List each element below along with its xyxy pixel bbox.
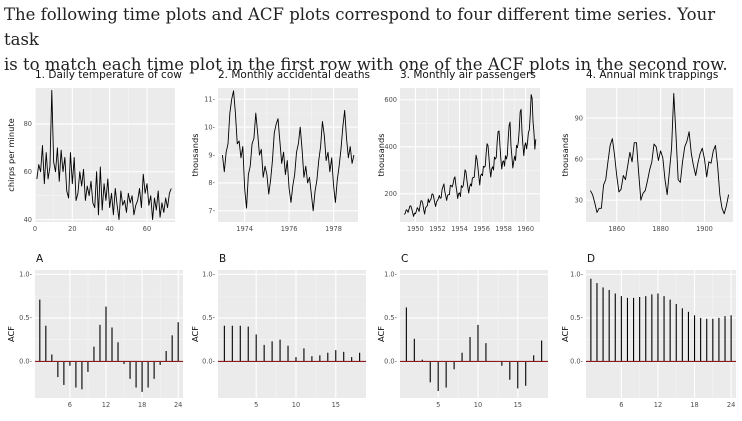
panel-background [35,88,175,222]
x-tick-label: 1900 [696,225,713,233]
x-tick-label: 20 [68,225,76,233]
y-tick-label: 60 [575,155,583,163]
y-tick-label: 0.0- [384,358,397,366]
x-tick-label: 0 [33,225,37,233]
x-tick-label: 24 [174,401,182,409]
x-tick-label: 10 [292,401,300,409]
x-tick-label: 6 [619,401,623,409]
series-line [36,89,172,221]
instructions-line-1: The following time plots and ACF plots c… [4,5,716,49]
y-tick-label: 0.5- [570,314,583,322]
acf-panel-label: A [36,253,44,265]
y-axis-label: thousands [376,133,386,176]
x-tick-label: 15 [332,401,340,409]
x-tick-label: 1954 [451,225,468,233]
series-line [589,93,730,215]
y-tick-label: 400 [384,143,397,151]
y-tick-label: 7- [208,207,215,215]
x-tick-label: 18 [690,401,698,409]
chart-panel-2: 2. Monthly accidental deaths thousands 7- 8… [190,69,370,233]
x-tick-label: 5 [254,401,258,409]
y-axis-label: ACF [560,326,570,342]
y-tick-label: 11- [204,95,215,103]
y-tick-label: 1.0- [570,271,583,279]
x-tick-label: 1860 [608,225,625,233]
chart-panel-3: 3. Monthly air passengers thousands 200 400… [376,69,540,233]
x-tick-label: 18 [138,401,146,409]
x-tick-label: 24 [727,401,735,409]
y-tick-label: 0.5- [19,314,32,322]
chart-panel-5: A ACF 0.0- 0.5- 1.0- 6 12 18 24 [6,253,183,409]
y-tick-label: 0.0- [570,358,583,366]
x-tick-label: 1978 [325,225,342,233]
series-line [221,90,355,212]
y-tick-label: 0.5- [202,314,215,322]
instructions-line-2: is to match each time plot in the first … [4,55,728,74]
y-tick-label: 60 [24,168,32,176]
y-axis-label: chirps per minute [6,118,16,191]
y-tick-label: 30 [575,196,583,204]
x-tick-label: 1976 [281,225,298,233]
acf-panel-label: C [401,253,408,265]
y-axis-label: ACF [190,326,200,342]
y-tick-label: 90 [575,114,583,122]
x-tick-label: 6 [68,401,72,409]
y-tick-label: 9- [208,151,215,159]
x-tick-label: 12 [102,401,110,409]
x-tick-label: 1952 [429,225,446,233]
y-tick-label: 1.0- [384,271,397,279]
x-tick-label: 1958 [495,225,512,233]
x-tick-label: 15 [514,401,522,409]
chart-title: 2. Monthly accidental deaths [218,69,370,81]
x-tick-label: 10 [474,401,482,409]
y-tick-label: 40 [24,216,32,224]
panel-background [400,88,540,222]
chart-panel-1: 1. Daily temperature of cow chirps per mi… [6,69,182,233]
y-tick-label: 0.0- [19,358,32,366]
x-tick-label: 60 [143,225,151,233]
x-tick-label: 1960 [517,225,534,233]
x-tick-label: 5 [436,401,440,409]
y-axis-label: thousands [560,133,570,176]
x-tick-label: 1956 [473,225,490,233]
acf-panel-label: D [587,253,595,265]
chart-title: 4. Annual mink trappings [586,69,718,81]
series-line [404,94,537,217]
y-tick-label: 10- [204,123,215,131]
chart-panel-4: 4. Annual mink trappings thousands 30 60 90 1… [560,69,733,233]
chart-title: 3. Monthly air passengers [400,69,536,81]
y-tick-label: 80 [24,120,32,128]
x-tick-label: 1950 [407,225,424,233]
x-tick-label: 40 [105,225,113,233]
y-axis-label: ACF [6,326,16,342]
y-tick-label: 1.0- [202,271,215,279]
y-tick-label: 200 [384,190,397,198]
y-tick-label: 1.0- [19,271,32,279]
y-axis-label: ACF [376,326,386,342]
y-tick-label: 8- [208,179,215,187]
x-tick-label: 1880 [652,225,669,233]
y-tick-label: 0.5- [384,314,397,322]
panel-background [400,270,548,398]
acf-panel-label: B [219,253,226,265]
instructions: The following time plots and ACF plots c… [4,2,740,77]
chart-title: 1. Daily temperature of cow [35,69,182,81]
x-tick-label: 1974 [236,225,253,233]
chart-panel-7: C ACF 0.0- 0.5- 1.0- 5 10 15 [376,253,548,409]
panel-background [35,270,183,398]
y-tick-label: 600 [384,96,397,104]
y-axis-label: thousands [190,133,200,176]
x-tick-label: 12 [654,401,662,409]
panel-background [586,270,736,398]
panel-background [218,270,366,398]
y-tick-label: 0.0- [202,358,215,366]
chart-panel-6: B ACF 0.0- 0.5- 1.0- 5 10 15 [190,253,366,409]
chart-panel-8: D ACF 0.0- 0.5- 1.0- 6 12 18 24 [560,253,736,409]
